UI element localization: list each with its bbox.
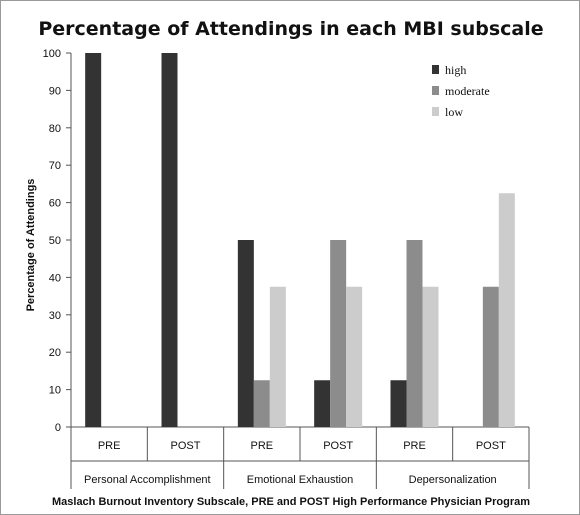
bars xyxy=(85,53,515,427)
legend-label-moderate: moderate xyxy=(445,84,490,98)
category-label: PRE xyxy=(98,440,121,452)
legend: high moderate low xyxy=(432,63,490,119)
y-tick-label: 20 xyxy=(49,347,61,359)
y-tick-label: 40 xyxy=(49,272,61,284)
bar-low xyxy=(346,286,363,427)
category-label: POST xyxy=(323,440,353,452)
y-axis-label: Percentage of Attendings xyxy=(25,179,37,312)
y-tick-label: 50 xyxy=(49,235,61,247)
legend-label-high: high xyxy=(445,63,466,77)
y-tick-label: 60 xyxy=(49,198,61,210)
x-axis-label: Maslach Burnout Inventory Subscale, PRE … xyxy=(52,496,530,508)
bar-low xyxy=(498,193,515,427)
y-tick-label: 70 xyxy=(49,160,61,172)
y-tick-label: 0 xyxy=(55,422,61,434)
legend-swatch-low xyxy=(432,107,439,116)
category-label: POST xyxy=(476,440,506,452)
category-label: PRE xyxy=(251,440,274,452)
chart-title: Percentage of Attendings in each MBI sub… xyxy=(38,18,543,40)
bar-high xyxy=(314,380,331,427)
y-tick-label: 10 xyxy=(49,385,61,397)
legend-label-low: low xyxy=(445,105,463,119)
y-tick-label: 90 xyxy=(49,85,61,97)
bar-low xyxy=(269,286,286,427)
bar-low xyxy=(422,286,439,427)
bar-high xyxy=(85,53,102,427)
legend-swatch-high xyxy=(432,65,439,74)
axes: 0 10 20 30 40 50 60 70 80 90 100 PRE POST PRE POST PRE P… xyxy=(43,48,530,489)
bar-moderate xyxy=(330,240,347,427)
category-label: POST xyxy=(171,440,201,452)
bar-high xyxy=(161,53,178,427)
bar-high xyxy=(237,240,254,427)
category-label: PRE xyxy=(403,440,426,452)
bar-moderate xyxy=(253,380,270,427)
y-tick-label: 100 xyxy=(43,48,61,60)
legend-swatch-moderate xyxy=(432,86,439,95)
y-tick-label: 30 xyxy=(49,310,61,322)
group-label: Depersonalization xyxy=(409,474,497,486)
bar-moderate xyxy=(482,286,499,427)
bar-moderate xyxy=(406,240,423,427)
bar-high xyxy=(390,380,407,427)
group-label: Personal Accomplishment xyxy=(84,474,211,486)
group-label: Emotional Exhaustion xyxy=(247,474,353,486)
y-tick-label: 80 xyxy=(49,123,61,135)
